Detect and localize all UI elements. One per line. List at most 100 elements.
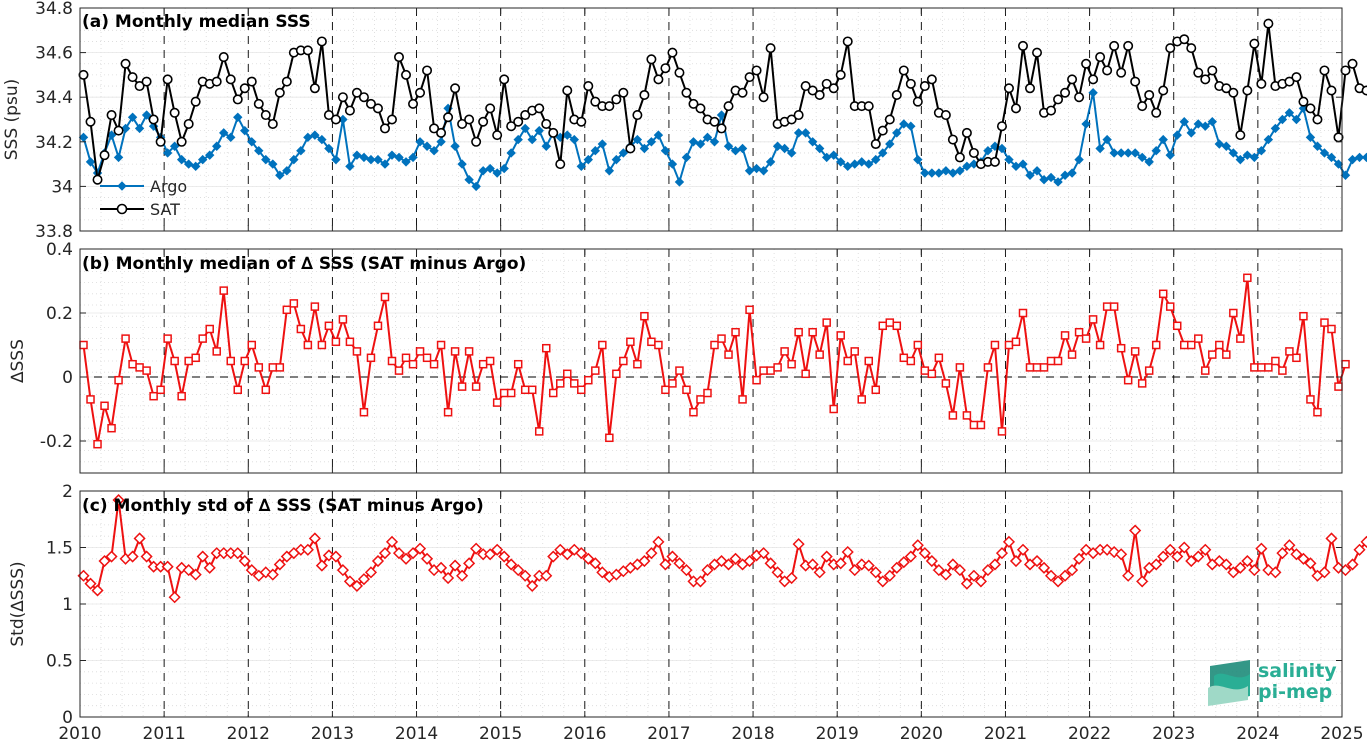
- argo-data-point: [373, 154, 383, 165]
- delta-sss-data-point: [205, 324, 214, 334]
- delta-sss-data-point: [457, 382, 467, 391]
- panel-c-y-ticks: 0 0.5 1 1.5 2: [46, 482, 1342, 728]
- sat-data-point: [1186, 43, 1197, 54]
- delta-sss-data-point: [541, 343, 551, 353]
- delta-sss-data-point: [1060, 331, 1070, 340]
- sat-data-point: [828, 83, 839, 94]
- sat-data-point: [1025, 83, 1036, 94]
- delta-sss-data-point: [990, 340, 1000, 350]
- argo-data-point: [1011, 161, 1021, 172]
- std-delta-sss-data-point: [785, 571, 798, 585]
- delta-sss-data-point: [1201, 366, 1210, 375]
- delta-sss-data-point: [549, 388, 558, 398]
- argo-data-point: [226, 132, 236, 143]
- delta-sss-data-point: [1088, 315, 1098, 324]
- delta-sss-data-point: [892, 321, 902, 331]
- sat-data-point: [954, 152, 965, 163]
- std-delta-sss-data-point: [862, 559, 875, 572]
- argo-data-point: [793, 128, 804, 138]
- argo-data-point: [857, 157, 867, 167]
- sat-data-point: [1053, 94, 1064, 105]
- delta-sss-data-point: [499, 388, 509, 398]
- argo-data-point: [1284, 108, 1295, 118]
- argo-data-point: [1172, 130, 1182, 140]
- legend-sat-label: SAT: [150, 200, 180, 219]
- std-delta-sss-data-point: [91, 584, 104, 597]
- argo-data-point: [583, 154, 594, 165]
- sat-data-point: [877, 125, 888, 136]
- delta-sss-data-point: [527, 385, 537, 395]
- std-delta-sss-data-point: [820, 550, 833, 563]
- sat-data-point: [912, 96, 923, 107]
- std-delta-sss-data-point: [1051, 575, 1065, 588]
- delta-sss-data-point: [478, 359, 488, 369]
- argo-data-point: [878, 148, 888, 158]
- sat-data-point: [309, 83, 320, 94]
- sat-data-point: [548, 127, 559, 138]
- sat-data-point: [232, 94, 243, 105]
- argo-data-point: [204, 150, 215, 160]
- std-delta-sss-data-point: [722, 558, 735, 571]
- delta-sss-data-point: [1039, 363, 1049, 372]
- argo-data-point: [1060, 170, 1070, 180]
- sat-data-point: [1242, 85, 1253, 96]
- delta-sss-data-point: [191, 353, 200, 363]
- argo-data-point: [492, 168, 502, 178]
- std-delta-sss-data-point: [841, 545, 854, 559]
- std-delta-sss-data-point: [350, 579, 363, 592]
- sat-data-point: [576, 116, 587, 127]
- y-tick-label: 34.2: [35, 133, 73, 153]
- std-delta-sss-data-point: [1016, 543, 1030, 556]
- delta-sss-data-point: [801, 369, 810, 379]
- argo-data-point: [934, 168, 944, 178]
- std-delta-sss-data-point: [1030, 554, 1044, 568]
- delta-sss-data-point: [640, 311, 649, 321]
- delta-sss-data-point: [836, 331, 845, 340]
- delta-sss-data-point: [121, 334, 130, 343]
- argo-data-point: [927, 168, 937, 178]
- std-delta-sss-data-point: [645, 547, 658, 560]
- sat-data-point: [506, 121, 517, 132]
- y-tick-label: 0.2: [46, 304, 73, 324]
- delta-sss-data-point: [1187, 340, 1196, 350]
- argo-data-point: [1102, 134, 1112, 145]
- sat-data-point: [1361, 85, 1367, 96]
- panel-c: 00.511.52 2010 2011 2012 2013 2014 2015 2016 20…: [8, 482, 1367, 744]
- sat-data-point: [660, 63, 671, 74]
- sat-data-point: [604, 101, 615, 112]
- std-delta-sss-data-point: [1108, 545, 1121, 559]
- argo-data-point: [401, 157, 411, 167]
- std-delta-sss-data-point: [813, 566, 826, 579]
- std-delta-sss-data-point: [203, 561, 216, 574]
- delta-sss-data-point: [822, 318, 831, 327]
- sat-data-point: [253, 98, 264, 109]
- std-delta-sss-data-point: [1185, 554, 1198, 568]
- delta-sss-data-point: [850, 347, 859, 356]
- std-delta-sss-data-point: [329, 550, 342, 563]
- delta-sss-data-point: [710, 340, 719, 350]
- sat-data-point: [646, 54, 657, 65]
- sat-data-point: [961, 127, 972, 138]
- delta-sss-data-point: [1123, 375, 1133, 385]
- sat-data-point: [723, 101, 734, 112]
- sat-data-point: [681, 87, 692, 98]
- std-delta-sss-data-point: [357, 573, 371, 586]
- argo-data-point: [1095, 143, 1105, 154]
- argo-data-point: [1249, 152, 1260, 163]
- panel-b-title: (b) Monthly median of ∆ SSS (SAT minus A…: [82, 254, 526, 274]
- std-delta-sss-data-point: [442, 571, 455, 585]
- sat-data-point: [1158, 85, 1169, 96]
- argo-data-point: [948, 168, 958, 178]
- delta-sss-data-point: [107, 423, 116, 433]
- argo-data-point: [1193, 119, 1203, 129]
- argo-data-point: [828, 150, 839, 160]
- argo-data-point: [716, 110, 727, 120]
- panel-a-y-ticks: 33.8 34 34.2 34.4 34.6 34.8: [35, 0, 1342, 242]
- std-delta-sss-data-point: [1058, 569, 1072, 582]
- std-delta-sss-data-point: [273, 558, 286, 571]
- std-delta-sss-data-point: [834, 557, 847, 570]
- sat-data-point: [891, 89, 902, 100]
- std-delta-sss-data-point: [435, 561, 448, 574]
- delta-sss-data-point: [703, 388, 712, 398]
- sat-data-point: [99, 150, 110, 161]
